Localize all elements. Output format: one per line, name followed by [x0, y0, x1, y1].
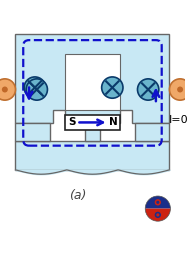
- Polygon shape: [15, 34, 169, 123]
- Text: (a): (a): [69, 189, 86, 202]
- Circle shape: [169, 79, 191, 100]
- Circle shape: [156, 201, 159, 204]
- Circle shape: [0, 79, 15, 100]
- Polygon shape: [65, 54, 120, 110]
- Circle shape: [177, 86, 183, 92]
- Polygon shape: [85, 123, 100, 141]
- Polygon shape: [15, 123, 50, 141]
- Wedge shape: [145, 209, 170, 221]
- Circle shape: [24, 77, 45, 98]
- Circle shape: [156, 213, 159, 217]
- Polygon shape: [135, 123, 169, 141]
- Circle shape: [155, 212, 161, 218]
- Circle shape: [102, 77, 123, 98]
- Text: N: N: [109, 117, 118, 127]
- Circle shape: [155, 199, 161, 205]
- Polygon shape: [15, 141, 169, 170]
- Text: I=0: I=0: [168, 115, 188, 124]
- Text: S: S: [68, 117, 75, 127]
- Wedge shape: [145, 196, 170, 209]
- Circle shape: [2, 86, 8, 92]
- Polygon shape: [65, 115, 120, 130]
- Circle shape: [26, 79, 47, 100]
- Circle shape: [138, 79, 159, 100]
